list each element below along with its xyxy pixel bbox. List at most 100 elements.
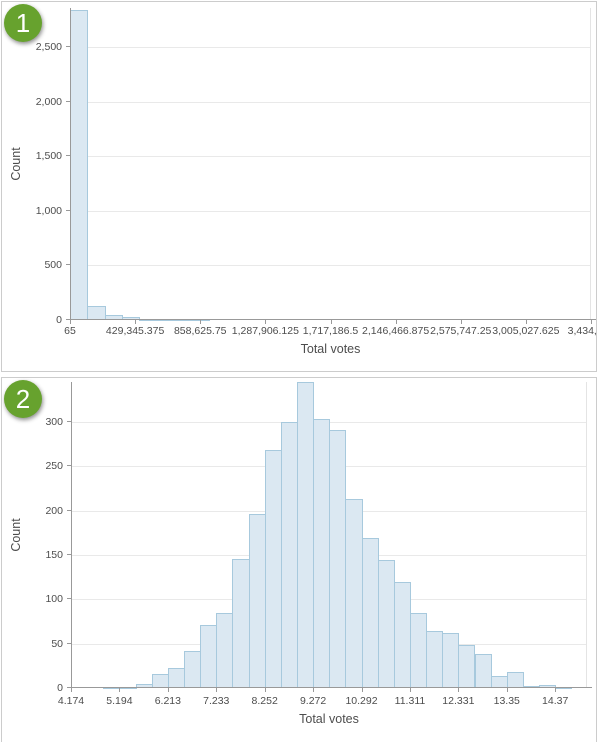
y-tick-mark [66,100,70,102]
y-tick-mark [66,319,70,320]
histogram-bar [377,560,395,688]
y-gridline [70,210,591,212]
y-tick-label: 2,500 [35,41,62,54]
x-tick-label: 10.292 [345,695,378,707]
histogram-bar [506,672,524,688]
x-tick-mark [71,688,72,692]
x-tick-label: 7.233 [203,695,230,707]
y-tick-mark [67,509,71,511]
x-tick-mark [506,688,508,692]
x-tick-label: 65 [64,325,76,337]
y-tick-mark [67,598,71,600]
x-tick-label: 858,625.75 [173,325,227,337]
x-tick-mark [200,320,202,324]
step-number-badge-1: 1 [4,4,42,42]
x-tick-label: 429,345.375 [105,325,165,337]
histogram-bar [264,450,282,688]
histogram-bar [167,667,185,688]
histogram-total-votes-log: 4.174 5.194 6.213 7.233 8.252 9.272 10.292 11.3… [2,378,596,742]
x-tick-label: 5.194 [106,695,133,707]
y-tick-mark [66,264,70,266]
step-number-badge-2: 2 [4,380,42,418]
histogram-bar [361,538,379,688]
histogram-bar [393,582,411,688]
y-tick-label: 50 [51,637,63,650]
plot-area [71,382,592,689]
histogram-bar [280,421,298,688]
y-tick-label: 2,000 [35,95,62,108]
y-tick-mark [67,465,71,467]
histogram-bar [474,654,492,688]
y-tick-label: 250 [45,460,63,473]
y-tick-mark [67,687,71,688]
y-gridline [70,265,591,267]
y-tick-mark [67,642,71,644]
y-tick-mark [66,209,70,211]
x-axis-title: Total votes [299,712,359,726]
x-tick-label: 3,005,027.625 [492,325,560,337]
y-tick-label: 200 [45,504,63,517]
plot-area [70,8,596,321]
x-tick-label: 11.311 [394,695,426,707]
x-tick-mark [265,320,267,324]
y-tick-label: 0 [57,682,63,694]
histogram-bar [426,631,444,688]
x-tick-mark [555,688,557,692]
histogram-bar [313,419,331,688]
x-tick-label: 2,146,466.875 [362,325,430,337]
histogram-bar [151,673,169,688]
y-tick-mark [66,46,70,48]
x-tick-label: 1,717,186.5 [302,325,359,337]
histogram-bar [232,558,250,688]
y-axis-line [71,382,72,688]
histogram-bar [458,645,476,688]
x-tick-label: 2,575,747.25 [430,325,492,337]
x-tick-mark [216,688,218,692]
plot-right-edge [590,8,591,320]
x-axis-line [70,319,596,320]
histogram-bar [345,499,363,688]
y-tick-label: 500 [44,259,62,272]
x-tick-label: 6.213 [154,695,181,707]
y-gridline [70,101,591,103]
histogram-bar [296,382,315,688]
y-tick-label: 1,000 [35,204,62,217]
x-tick-mark [330,320,332,324]
x-tick-label: 12.331 [442,695,475,707]
x-tick-label: 9.272 [299,695,327,707]
tutorial-step-panel-1: 1 65 429,345.375 858,625.75 1,287,906.125 1,… [1,1,597,372]
y-gridline [70,47,591,49]
x-tick-label: 3,434,308 [567,325,597,337]
x-tick-mark [167,688,169,692]
histogram-bar [216,612,234,688]
histogram-bar [248,514,266,688]
x-tick-mark [264,688,266,692]
y-axis-title: Count [9,518,23,552]
y-tick-mark [67,553,71,555]
histogram-bar [200,625,218,688]
histogram-bar [409,612,428,688]
tutorial-step-panel-2: 2 4.174 5.194 6.213 7.233 8.252 9.272 10.292 11… [1,377,597,742]
x-tick-mark [409,688,411,692]
x-tick-mark [313,688,315,692]
histogram-bar [87,306,106,320]
y-tick-label: 0 [56,314,62,326]
y-gridline [70,156,591,158]
y-tick-label: 150 [45,548,63,561]
histogram-bar [70,9,89,320]
x-tick-mark [525,320,527,324]
histogram-bar [183,650,202,688]
x-axis-line [71,687,592,688]
x-tick-label: 13.35 [493,695,520,707]
plot-right-edge [586,382,587,688]
x-tick-label: 1,287,906.125 [231,325,299,337]
y-tick-mark [66,155,70,157]
histogram-bar [329,429,347,688]
x-tick-mark [361,688,363,692]
y-axis-title: Count [9,147,23,181]
x-tick-label: 8.252 [251,695,278,707]
histogram-bar [442,633,460,688]
x-tick-mark [458,688,460,692]
y-tick-mark [67,420,71,422]
